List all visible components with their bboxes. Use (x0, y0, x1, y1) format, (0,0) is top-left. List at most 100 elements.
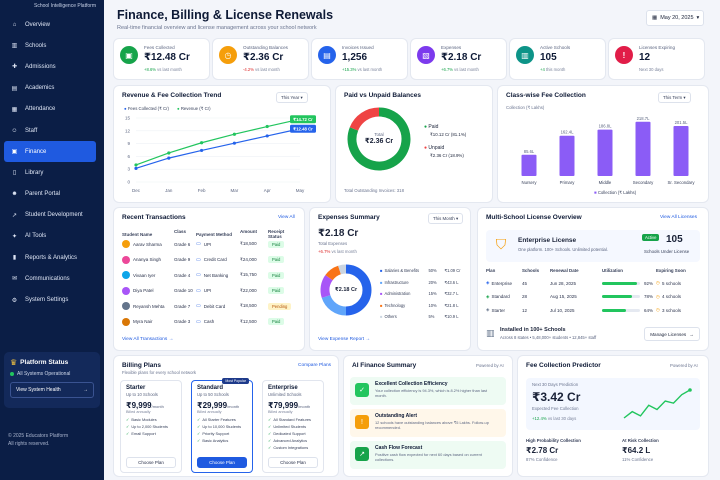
choose-plan-button[interactable]: Choose Plan (268, 457, 318, 468)
trend-chart-card: Revenue & Fee Collection Trend This Year… (114, 86, 330, 202)
trend-chart: 0 3 6 9 12 15 Dec Jan Feb Mar Apr May ₹14.72 Cr ₹12.4… (125, 115, 316, 193)
user-plus-icon: ✚ (11, 64, 18, 71)
ai-insight[interactable]: ✓ Excellent Collection Efficiency Your col… (350, 377, 506, 405)
prediction-sparkline (623, 388, 692, 419)
insight-title: Outstanding Alert (375, 413, 418, 419)
classwise-bar-chart: 85.6L Nursery 162.4L Primary 186.8L Middle 218… (521, 116, 695, 185)
trend-period-select[interactable]: This Year ▾ (276, 92, 308, 103)
plan-feature: Dedicated Support (268, 431, 318, 436)
table-row[interactable]: ◈ Standard 28 Aug 15, 2025 78% ◷ 4 schools (486, 294, 700, 300)
plan-per: /month (151, 404, 164, 409)
kpi-delta: +15.3% (342, 67, 357, 72)
date-picker[interactable]: ▦ May 20, 2025 ▾ (646, 10, 704, 26)
plan-name: Enterprise (491, 280, 512, 286)
donut-total-label: Total (374, 132, 384, 137)
utilization-label: 64% (644, 307, 654, 313)
alert-icon: ! (615, 46, 633, 64)
trend-icon: ↗ (355, 447, 369, 461)
table-row[interactable]: Reyansh Mehta Grade 7 ▭ Debit Card ₹18,500 Pe… (122, 302, 406, 310)
sidebar-item-library[interactable]: ▯ Library (0, 162, 104, 183)
renewal-date: Jul 10, 2025 (550, 307, 575, 313)
platform-status-card: ♛ Platform Status All Systems Operational… (4, 352, 100, 408)
ai-insight[interactable]: ! Outstanding Alert 12 schools have outsta… (350, 409, 506, 437)
classwise-period-select[interactable]: This Term ▾ (658, 92, 691, 103)
chart-icon: ▮ (12, 255, 17, 262)
high-prob-value: ₹2.78 Cr (526, 446, 559, 455)
sidebar-item-communications[interactable]: ✉ Communications (0, 268, 104, 289)
payment-method: UPI (203, 288, 212, 293)
sidebar-item-reports-analytics[interactable]: ▮ Reports & Analytics (0, 247, 104, 268)
view-system-health-button[interactable]: View System Health → (10, 382, 94, 398)
sidebar-item-finance[interactable]: ▣ Finance (4, 141, 96, 163)
expenses-period-select[interactable]: This Month ▾ (428, 213, 464, 224)
expenses-donut (320, 264, 372, 316)
page-subtitle: Real-time financial overview and license… (117, 25, 317, 31)
paid-unpaid-card: Paid vs Unpaid Balances Total ₹2.36 Cr ●… (336, 86, 492, 202)
arrow-right-icon: → (83, 387, 88, 393)
table-row[interactable]: Diya Patel Grade 10 ▭ UPI ₹22,000 Paid (122, 286, 406, 295)
ai-insight[interactable]: ↗ Cash Flow Forecast Positive cash flow ex… (350, 441, 506, 469)
kpi-delta-note: vs last month (255, 67, 280, 72)
plan-feature: Priority Support (197, 431, 247, 436)
table-row[interactable]: Aarav Sharma Grade 6 ▭ UPI ₹18,500 Paid (122, 240, 406, 248)
class-bar (521, 154, 537, 176)
legend-fees: Fees Collected (₹ Cr) (127, 106, 169, 111)
sidebar-item-system-settings[interactable]: ⚙ System Settings (0, 289, 104, 310)
sidebar-item-academics[interactable]: ▤ Academics (0, 78, 104, 99)
sidebar-item-schools[interactable]: ▥ Schools (0, 35, 104, 56)
legend-revenue-swatch: ● (177, 106, 180, 111)
kpi-label: Invoices Issued (342, 45, 374, 50)
table-row[interactable]: Myra Nair Grade 3 ▭ Cash ₹12,500 Paid (122, 317, 406, 326)
plan-schools: 28 (522, 294, 528, 299)
view-all-transactions-link[interactable]: View All Transactions → (122, 337, 174, 342)
manage-licenses-button[interactable]: Manage Licenses → (644, 327, 700, 341)
plan-feature: Custom Integrations (268, 445, 318, 450)
sidebar-item-admissions[interactable]: ✚ Admissions (0, 56, 104, 77)
x-tick-label: Jan (165, 188, 173, 193)
x-tick-label: Mar (231, 188, 239, 193)
popular-badge: Most Popular (222, 378, 249, 384)
sidebar-item-ai-tools[interactable]: ✦ AI Tools (0, 226, 104, 247)
transactions-view-all-link[interactable]: View All (278, 215, 295, 220)
sidebar-item-staff[interactable]: ☺ Staff (0, 120, 104, 141)
view-expense-report-link[interactable]: View Expense Report → (318, 337, 371, 342)
table-row[interactable]: Vivaan Iyer Grade 4 ▭ Net Banking ₹15,750 Pai… (122, 271, 406, 279)
prediction-delta: +12.4% (532, 416, 547, 421)
sidebar-item-label: AI Tools (25, 233, 47, 240)
table-row[interactable]: ◈ Enterprise 45 Jun 28, 2025 92% ◷ 5 schools (486, 280, 700, 286)
sidebar-item-student-development[interactable]: ↗ Student Development (0, 205, 104, 226)
y-tick-label: 12 (125, 128, 131, 133)
view-all-licenses-link[interactable]: View All Licenses (660, 215, 697, 220)
kpi-label: Licenses Expiring (639, 45, 676, 50)
transactions-title: Recent Transactions (122, 214, 186, 221)
legend-swatch: ■ (380, 279, 383, 285)
license-active-badge: Active (642, 234, 660, 241)
sidebar-item-label: Reports & Analytics (25, 254, 78, 261)
choose-plan-button[interactable]: Choose Plan (197, 457, 247, 468)
x-tick-label: May (296, 188, 305, 193)
column-header: Utilization (602, 268, 623, 273)
high-prob-conf: 87% Confidence (526, 457, 558, 462)
amount: ₹18,500 (240, 303, 257, 308)
kpi-value: 105 (540, 52, 557, 63)
kpi-delta: +8.6% (144, 67, 156, 72)
billing-subtitle: Flexible plans for every school network (122, 370, 197, 375)
column-header: Plan (486, 268, 496, 273)
classwise-legend-swatch: ■ (594, 190, 597, 195)
sidebar-item-parent-portal[interactable]: ☻ Parent Portal (0, 184, 104, 205)
expense-percent: 50% (428, 268, 437, 273)
at-risk-label: At Risk Collection (622, 438, 659, 443)
expenses-total-label: Total Expenses (318, 241, 348, 246)
sidebar-footer: © 2025 Educators Platform All rights res… (8, 433, 69, 447)
compare-plans-link[interactable]: Compare Plans (298, 363, 332, 368)
choose-plan-button[interactable]: Choose Plan (126, 457, 176, 468)
sidebar-item-attendance[interactable]: ▦ Attendance (0, 99, 104, 120)
plan-schools: 45 (522, 280, 528, 286)
sidebar-item-overview[interactable]: ⌂ Overview (0, 14, 104, 35)
building-icon: ▥ (486, 328, 495, 338)
table-row[interactable]: ◈ Starter 12 Jul 10, 2025 64% ◷ 3 schools (486, 307, 700, 313)
plan-feature: Basic Modules (126, 417, 176, 422)
table-row[interactable]: Ananya Singh Grade 9 ▭ Credit Card ₹24,000 Pa… (122, 255, 406, 264)
kpi-label: Outstanding Balances (243, 45, 288, 50)
data-point (167, 156, 171, 160)
